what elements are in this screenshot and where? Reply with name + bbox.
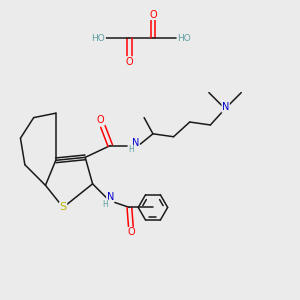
Text: S: S: [60, 202, 67, 212]
Text: O: O: [96, 115, 104, 125]
Text: HO: HO: [92, 34, 105, 43]
Text: O: O: [128, 227, 135, 237]
Text: H: H: [102, 200, 108, 209]
Text: H: H: [128, 145, 134, 154]
Text: N: N: [132, 138, 139, 148]
Text: O: O: [126, 57, 133, 67]
Text: N: N: [222, 102, 230, 112]
Text: O: O: [149, 10, 157, 20]
Text: N: N: [106, 192, 114, 202]
Text: HO: HO: [177, 34, 191, 43]
